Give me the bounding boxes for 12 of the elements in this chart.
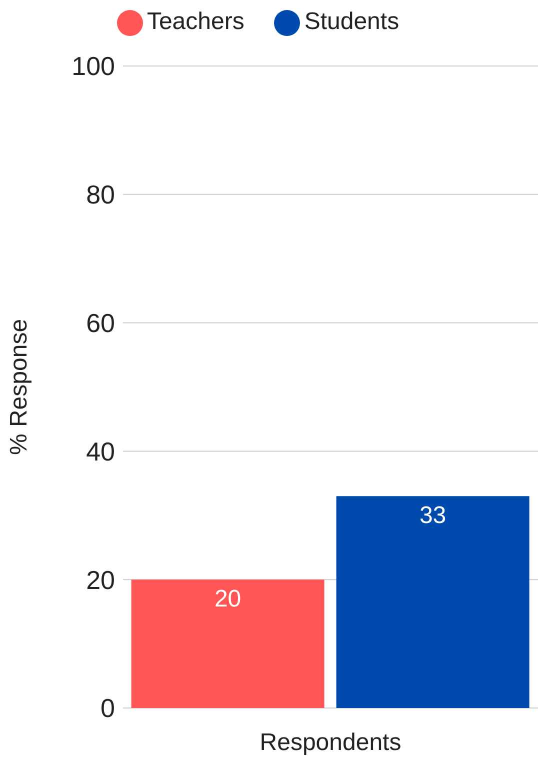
y-tick-label: 60 <box>86 308 115 338</box>
legend-label: Students <box>304 8 400 35</box>
y-tick-label: 40 <box>86 436 115 466</box>
y-tick-label: 80 <box>86 180 115 210</box>
x-axis-title: Respondents <box>260 729 402 756</box>
data-label: 33 <box>419 502 446 530</box>
y-tick-label: 100 <box>72 51 115 82</box>
y-tick-label: 20 <box>86 564 115 595</box>
y-axis-title: % Response <box>6 318 33 456</box>
y-tick-label: 0 <box>100 693 115 724</box>
data-label: 20 <box>214 586 242 613</box>
legend-label: Teachers <box>146 8 244 35</box>
